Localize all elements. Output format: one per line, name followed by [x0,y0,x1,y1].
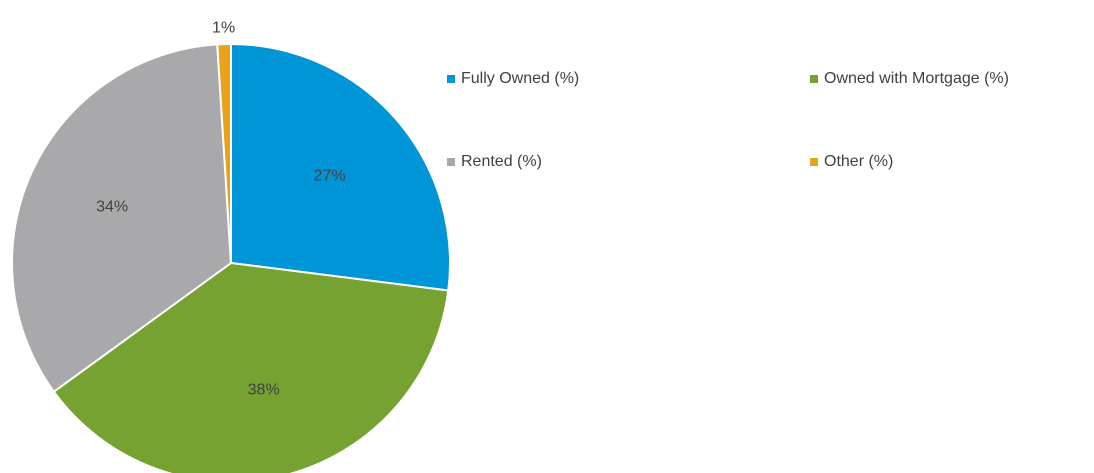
legend-label: Other (%) [824,153,893,170]
pie-slice [52,261,450,473]
pie-slice [230,42,451,292]
legend-label: Owned with Mortgage (%) [824,70,1009,87]
data-label: 27% [314,167,346,184]
legend-marker [810,75,818,83]
legend-marker [447,158,455,166]
legend-marker [810,158,818,166]
data-label: 1% [212,19,235,36]
legend-label: Rented (%) [461,153,542,170]
data-label: 38% [248,381,280,398]
pie-slice [216,42,232,264]
data-label: 34% [96,198,128,215]
legend-marker [447,75,455,83]
pie-slice [11,43,233,394]
legend-label: Fully Owned (%) [461,70,579,87]
